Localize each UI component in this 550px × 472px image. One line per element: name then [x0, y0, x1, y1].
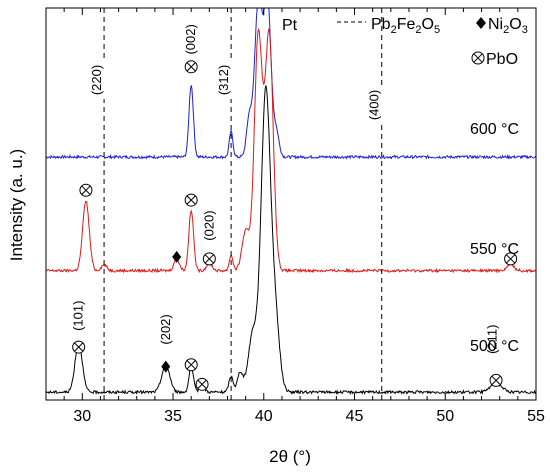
- miller-index-labels: (101) (202) (020) (002) (211): [71, 24, 500, 354]
- series-label-550: 550 °C: [470, 241, 519, 258]
- reference-lines: (220) (312) (400): [89, 8, 383, 400]
- x-tick-label: 50: [436, 408, 454, 425]
- legend-ni2o3-label: Ni2O3: [488, 16, 528, 36]
- miller-label-2: (020): [201, 210, 216, 240]
- pbo-circle-x-icon: [471, 51, 485, 65]
- pbo-marker-0: [72, 340, 86, 354]
- series-line-1: [45, 27, 537, 274]
- series-layer: [45, 7, 537, 395]
- pbo-marker-2: [184, 358, 198, 372]
- miller-label-0: (101): [71, 301, 86, 331]
- miller-label-3: (002): [183, 24, 198, 54]
- pbo-marker-7: [184, 193, 198, 207]
- reference-line-label-1: (312): [216, 65, 231, 95]
- series-line-2: [45, 85, 537, 395]
- miller-label-1: (202): [158, 314, 173, 344]
- x-tick-label: 40: [255, 408, 273, 425]
- label-bg: [368, 86, 383, 124]
- pbo-marker-8: [202, 252, 216, 266]
- legend-pb2fe2o5-label: Pb2Fe2O5: [371, 16, 440, 36]
- ni2o3-diamond-icon: [476, 17, 486, 29]
- axes: 30 35 40 45 50 55: [45, 7, 545, 425]
- series-label-600: 600 °C: [470, 121, 519, 138]
- reference-line-label-0: (220): [89, 65, 104, 95]
- miller-label-4: (211): [484, 325, 499, 354]
- ni2o3-marker-1: [161, 360, 171, 373]
- x-tick-label: 35: [164, 408, 182, 425]
- pbo-marker-3: [195, 377, 209, 391]
- pbo-marker-9: [504, 252, 518, 266]
- legend-pt-label: Pt: [282, 17, 298, 34]
- legend: Pt Pb2Fe2O5 Ni2O3 PbO: [282, 16, 528, 68]
- ni2o3-marker-6: [172, 250, 182, 263]
- x-tick-label: 45: [346, 408, 364, 425]
- reference-line-label-2: (400): [367, 90, 382, 120]
- legend-pbo-label: PbO: [486, 51, 518, 68]
- label-bg: [91, 61, 106, 99]
- x-tick-label: 30: [73, 408, 91, 425]
- pbo-marker-4: [489, 373, 503, 387]
- phase-markers: [72, 60, 518, 391]
- y-axis-title: Intensity (a. u.): [7, 149, 26, 261]
- series-line-0: [45, 7, 537, 160]
- x-tick-label: 55: [527, 408, 545, 425]
- label-bg: [218, 61, 233, 99]
- pbo-marker-5: [79, 183, 93, 197]
- plot-frame: [45, 7, 537, 401]
- x-axis-title: 2θ (°): [269, 447, 311, 466]
- pbo-marker-10: [184, 60, 198, 74]
- series-label-500: 500 °C: [470, 338, 519, 355]
